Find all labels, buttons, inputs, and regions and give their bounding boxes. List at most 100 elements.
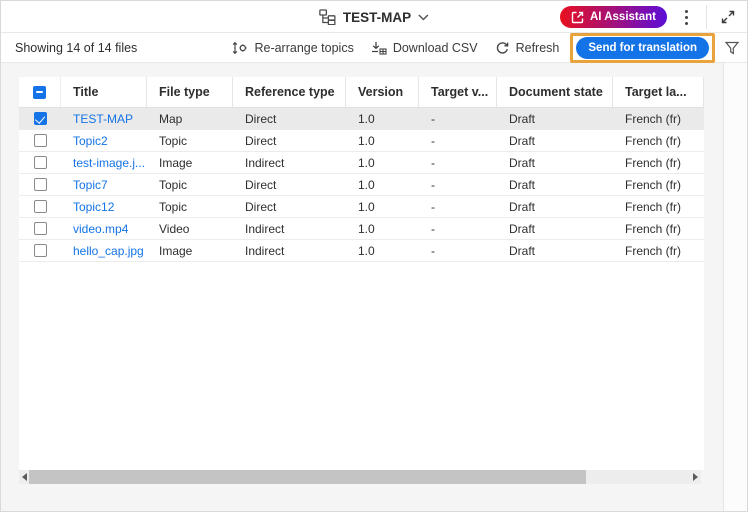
- ai-assistant-button[interactable]: AI Assistant: [559, 6, 667, 28]
- chevron-down-icon[interactable]: [418, 13, 429, 21]
- target-version-cell: -: [431, 199, 435, 214]
- column-header-target-version[interactable]: Target v...: [419, 77, 497, 107]
- column-header-document-state[interactable]: Document state: [497, 77, 613, 107]
- table-header-row: Title File type Reference type Version T…: [19, 77, 704, 108]
- select-all-checkbox[interactable]: [33, 85, 46, 99]
- table-toolbar: Showing 14 of 14 files Re-arrange topics: [1, 33, 747, 63]
- refresh-icon: [495, 41, 510, 55]
- file-type-cell: Topic: [159, 133, 188, 148]
- row-checkbox[interactable]: [33, 200, 47, 213]
- row-checkbox[interactable]: [33, 156, 47, 169]
- version-cell: 1.0: [358, 199, 375, 214]
- table-row[interactable]: hello_cap.jpg Image Indirect 1.0 - Draft…: [19, 240, 704, 262]
- row-checkbox-cell: [19, 196, 61, 217]
- target-language-cell: French (fr): [625, 243, 682, 258]
- topbar-divider: [706, 5, 707, 29]
- rearrange-topics-button[interactable]: Re-arrange topics: [232, 41, 354, 55]
- table-row[interactable]: TEST-MAP Map Direct 1.0 - Draft French (…: [19, 108, 704, 130]
- expand-icon[interactable]: [719, 8, 737, 26]
- row-checkbox[interactable]: [33, 222, 47, 235]
- table-row[interactable]: Topic12 Topic Direct 1.0 - Draft French …: [19, 196, 704, 218]
- version-cell: 1.0: [358, 133, 375, 148]
- content-area: Title File type Reference type Version T…: [1, 63, 747, 511]
- document-state-cell: Draft: [509, 177, 536, 192]
- file-title-link[interactable]: Topic7: [73, 177, 108, 192]
- target-version-cell: -: [431, 133, 435, 148]
- refresh-button[interactable]: Refresh: [495, 41, 560, 55]
- download-icon: [371, 41, 387, 56]
- file-title-link[interactable]: hello_cap.jpg: [73, 243, 144, 258]
- file-title-link[interactable]: TEST-MAP: [73, 111, 134, 126]
- scroll-left-arrow[interactable]: [22, 473, 27, 481]
- reference-type-cell: Direct: [245, 177, 277, 192]
- ai-assistant-label: AI Assistant: [589, 11, 656, 23]
- column-header-title[interactable]: Title: [61, 77, 147, 107]
- row-checkbox[interactable]: [33, 134, 47, 147]
- map-selector[interactable]: TEST-MAP: [319, 1, 429, 33]
- files-table: Title File type Reference type Version T…: [19, 77, 704, 470]
- table-row[interactable]: video.mp4 Video Indirect 1.0 - Draft Fre…: [19, 218, 704, 240]
- target-version-cell: -: [431, 111, 435, 126]
- row-checkbox-cell: [19, 240, 61, 261]
- reference-type-cell: Indirect: [245, 221, 285, 236]
- scroll-right-arrow[interactable]: [693, 473, 698, 481]
- reference-type-cell: Indirect: [245, 243, 285, 258]
- table-row[interactable]: Topic7 Topic Direct 1.0 - Draft French (…: [19, 174, 704, 196]
- row-checkbox[interactable]: [33, 112, 47, 125]
- horizontal-scrollbar[interactable]: [19, 470, 701, 484]
- filter-icon[interactable]: [722, 38, 742, 58]
- target-language-cell: French (fr): [625, 199, 682, 214]
- file-type-cell: Image: [159, 243, 193, 258]
- row-checkbox[interactable]: [33, 178, 47, 191]
- file-title-link[interactable]: Topic12: [73, 199, 115, 214]
- file-title-link[interactable]: Topic2: [73, 133, 108, 148]
- target-language-cell: French (fr): [625, 133, 682, 148]
- scrollbar-thumb[interactable]: [29, 470, 586, 484]
- select-all-cell: [19, 77, 61, 107]
- file-type-cell: Topic: [159, 177, 188, 192]
- ai-assistant-icon: [571, 11, 584, 24]
- column-header-target-language[interactable]: Target la...: [613, 77, 704, 107]
- row-checkbox-cell: [19, 174, 61, 195]
- file-type-cell: Topic: [159, 199, 188, 214]
- toolbar-actions: Re-arrange topics Download CSV: [232, 33, 715, 63]
- map-title: TEST-MAP: [342, 9, 412, 25]
- file-type-cell: Image: [159, 155, 193, 170]
- table-body: TEST-MAP Map Direct 1.0 - Draft French (…: [19, 108, 704, 262]
- row-checkbox-cell: [19, 130, 61, 151]
- rearrange-icon: [232, 41, 248, 55]
- column-header-version[interactable]: Version: [346, 77, 419, 107]
- highlight-annotation: Send for translation: [570, 33, 715, 63]
- download-csv-label: Download CSV: [392, 41, 478, 55]
- column-header-file-type[interactable]: File type: [147, 77, 233, 107]
- version-cell: 1.0: [358, 155, 375, 170]
- table-row[interactable]: test-image.j... Image Indirect 1.0 - Dra…: [19, 152, 704, 174]
- document-state-cell: Draft: [509, 199, 536, 214]
- refresh-label: Refresh: [515, 41, 560, 55]
- file-title-link[interactable]: test-image.j...: [73, 155, 146, 170]
- row-checkbox-cell: [19, 218, 61, 239]
- target-language-cell: French (fr): [625, 177, 682, 192]
- row-checkbox-cell: [19, 152, 61, 173]
- reference-type-cell: Direct: [245, 133, 277, 148]
- document-state-cell: Draft: [509, 243, 536, 258]
- version-cell: 1.0: [358, 221, 375, 236]
- reference-type-cell: Direct: [245, 199, 277, 214]
- table-row[interactable]: Topic2 Topic Direct 1.0 - Draft French (…: [19, 130, 704, 152]
- file-type-cell: Map: [159, 111, 183, 126]
- file-title-link[interactable]: video.mp4: [73, 221, 129, 236]
- column-header-reference-type[interactable]: Reference type: [233, 77, 346, 107]
- row-checkbox-cell: [19, 108, 61, 129]
- file-type-cell: Video: [159, 221, 190, 236]
- document-state-cell: Draft: [509, 221, 536, 236]
- target-version-cell: -: [431, 243, 435, 258]
- row-checkbox[interactable]: [33, 244, 47, 257]
- target-version-cell: -: [431, 177, 435, 192]
- target-language-cell: French (fr): [625, 221, 682, 236]
- target-language-cell: French (fr): [625, 155, 682, 170]
- download-csv-button[interactable]: Download CSV: [371, 41, 478, 56]
- more-options-button[interactable]: [679, 6, 694, 29]
- send-for-translation-button[interactable]: Send for translation: [576, 37, 709, 59]
- rearrange-topics-label: Re-arrange topics: [254, 41, 354, 55]
